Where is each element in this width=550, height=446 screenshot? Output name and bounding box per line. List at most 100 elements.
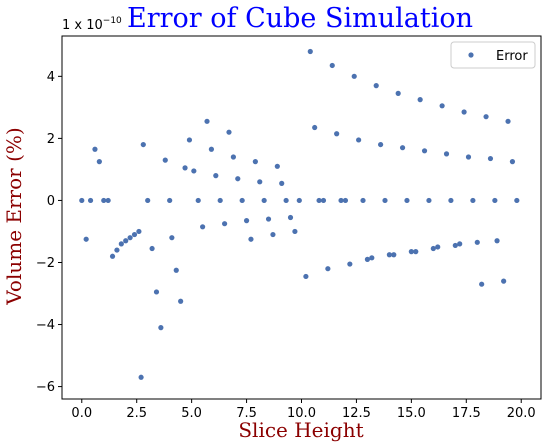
plot-frame [61,35,542,400]
data-point [479,281,485,287]
data-point [279,180,285,186]
data-point [342,197,349,204]
data-point [421,148,428,154]
data-point [118,241,124,247]
data-point [338,197,344,204]
y-tick-label: −6 [36,380,55,395]
data-point [465,154,472,160]
data-point [505,118,511,124]
x-tick-label: 5.0 [181,406,202,421]
data-point [235,176,241,182]
data-point [101,197,107,204]
data-point [191,168,197,174]
data-point [364,256,371,262]
data-point [334,131,340,137]
data-point [200,224,206,230]
x-tick-label: 10.0 [287,406,316,421]
data-point [474,239,480,245]
x-tick-label: 2.5 [126,406,147,421]
data-point [217,197,223,204]
data-point [243,218,250,224]
data-point [386,252,392,258]
y-tick-label: 0 [47,194,55,209]
data-point [413,249,419,255]
data-point [186,137,193,143]
data-point [492,197,498,204]
data-point [145,197,151,204]
data-point [408,249,414,255]
data-point [92,146,98,152]
data-point [257,179,263,185]
data-point [395,90,401,96]
data-point [417,97,423,103]
data-point [261,197,267,204]
y-offset-text: 1 x 10−10 [62,16,122,33]
data-point [213,173,219,179]
data-point [292,228,298,235]
data-point [470,197,476,204]
legend-marker [468,52,474,58]
data-point [296,197,302,204]
data-point [248,236,254,242]
data-point [373,83,379,89]
data-point [351,73,357,79]
y-tick-label: 2 [47,132,55,147]
data-point [96,159,102,165]
data-point [369,255,375,261]
data-point [312,124,318,131]
data-point [316,197,322,204]
data-point [226,129,232,135]
data-point [182,165,188,171]
data-point [307,48,313,55]
data-point [487,155,494,162]
data-point [274,163,280,169]
y-ticks: −6 −4 −2 0 2 4 [36,70,62,395]
data-point [457,241,463,247]
data-point [283,197,289,204]
data-point [435,244,441,250]
x-tick-label: 12.5 [342,406,371,421]
data-point [153,289,160,295]
data-point [329,62,335,69]
data-point [325,266,331,272]
data-point [230,154,236,160]
data-point [173,267,179,273]
y-tick-label: 4 [47,70,55,85]
data-point [208,146,215,152]
data-point [167,197,173,204]
data-point [83,236,89,242]
data-point [430,245,436,252]
y-axis-label: Volume Error (%) [2,127,26,305]
data-point [87,197,94,204]
x-ticks: 0.0 2.5 5.0 7.5 10.0 12.5 15.0 17.5 20.0 [71,399,536,421]
data-point [109,253,116,259]
legend-label: Error [496,49,528,64]
data-point [426,197,432,204]
points-layer [79,48,520,380]
legend-box [450,41,536,69]
data-point [265,216,272,222]
data-point [131,231,138,238]
data-point [360,197,366,204]
data-point [483,114,489,120]
x-tick-label: 20.0 [507,406,536,421]
data-point [204,118,210,124]
data-point [127,235,133,241]
data-point [123,238,129,244]
data-point [105,197,111,204]
data-point [252,159,258,165]
x-tick-label: 15.0 [397,406,426,421]
data-point [391,252,397,258]
data-point [239,197,245,204]
y-offset-exponent: −10 [103,16,122,26]
data-point [79,197,85,204]
data-point [347,261,353,267]
data-point [448,197,454,204]
data-point [149,245,155,252]
data-point [320,197,327,204]
x-tick-label: 7.5 [236,406,257,421]
data-point [439,103,445,109]
data-point [443,151,450,157]
data-point [461,109,467,115]
